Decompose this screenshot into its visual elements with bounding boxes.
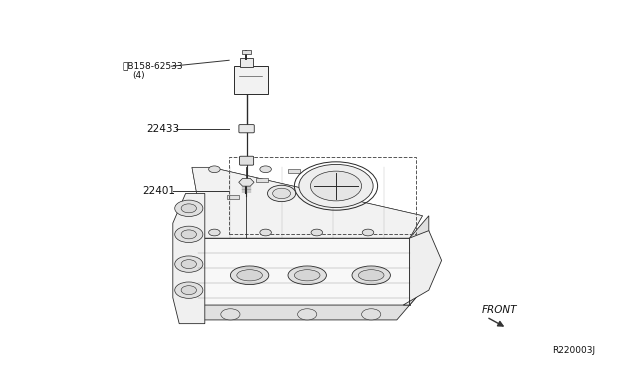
Ellipse shape: [352, 266, 390, 285]
Circle shape: [260, 166, 271, 173]
Bar: [288, 169, 300, 173]
Bar: [227, 195, 239, 199]
Polygon shape: [173, 193, 205, 324]
Polygon shape: [179, 305, 410, 320]
Circle shape: [181, 230, 196, 239]
Text: 22433: 22433: [146, 125, 179, 134]
Polygon shape: [410, 216, 429, 305]
Text: 22401: 22401: [143, 186, 176, 196]
FancyBboxPatch shape: [239, 156, 253, 165]
Circle shape: [175, 200, 203, 217]
Polygon shape: [403, 231, 442, 305]
FancyBboxPatch shape: [240, 58, 253, 67]
Text: FRONT: FRONT: [481, 305, 516, 314]
Circle shape: [311, 229, 323, 236]
Circle shape: [175, 226, 203, 243]
Ellipse shape: [237, 270, 262, 281]
Polygon shape: [192, 167, 422, 238]
Circle shape: [260, 229, 271, 236]
Text: (4): (4): [132, 71, 145, 80]
Circle shape: [273, 188, 291, 199]
Circle shape: [181, 286, 196, 295]
Ellipse shape: [358, 270, 384, 281]
Bar: [256, 178, 268, 182]
Circle shape: [175, 256, 203, 272]
Circle shape: [310, 171, 362, 201]
FancyBboxPatch shape: [234, 66, 268, 94]
Polygon shape: [192, 167, 422, 238]
Polygon shape: [198, 283, 429, 305]
Circle shape: [221, 309, 240, 320]
Circle shape: [181, 260, 196, 269]
Ellipse shape: [230, 266, 269, 285]
Circle shape: [209, 229, 220, 236]
Text: ⒷB158-62533: ⒷB158-62533: [123, 62, 184, 71]
Circle shape: [298, 309, 317, 320]
FancyBboxPatch shape: [239, 125, 254, 133]
Ellipse shape: [288, 266, 326, 285]
Circle shape: [362, 309, 381, 320]
Polygon shape: [198, 238, 410, 305]
Circle shape: [209, 166, 220, 173]
Bar: [242, 50, 251, 54]
Text: R220003J: R220003J: [552, 346, 595, 355]
Circle shape: [362, 229, 374, 236]
Circle shape: [181, 204, 196, 213]
Bar: [229, 157, 416, 234]
Circle shape: [299, 164, 373, 208]
Circle shape: [268, 185, 296, 202]
Ellipse shape: [294, 270, 320, 281]
Circle shape: [175, 282, 203, 298]
